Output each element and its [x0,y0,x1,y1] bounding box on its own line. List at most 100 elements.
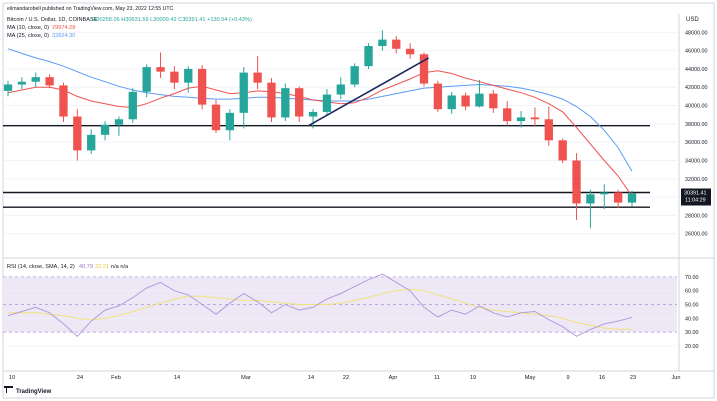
chart-legend: elimandarobell published on TradingView.… [7,6,252,270]
candle [59,82,68,123]
time-tick-label: 24 [77,375,83,381]
rsi-tick-label: 40.00 [685,316,699,322]
price-tick-label: 36000.00 [685,140,707,146]
candle-body [170,71,179,83]
time-tick-label: 14 [174,375,180,381]
price-tick-label: 42000.00 [685,85,707,91]
candle-body [600,192,609,195]
tv-logo-icon [4,386,13,393]
time-axis: 10 24 Feb 14 Mar 14 22 Apr 11 19 May 9 16 23 Jun [9,375,681,381]
rsi-tick-label: 30.00 [685,330,699,336]
candle-body [308,111,318,117]
ma10-value: 29974.28 [52,25,75,31]
candle [267,78,276,123]
candle-body [281,88,290,118]
candle [225,109,235,141]
time-tick-label: Feb [111,375,121,381]
candle-body [516,117,526,122]
tradingview-logo: TradingView [4,386,52,395]
ma25-label: MA (25, close, 0) [7,33,49,39]
candle [295,86,304,123]
time-tick-label: 22 [343,375,349,381]
time-tick-label: 19 [470,375,476,381]
candle-body [156,67,165,72]
candle-body [114,119,124,125]
candle [3,80,13,97]
candle [613,189,623,209]
price-tick-label: 28000.00 [685,213,707,219]
candlesticks [3,30,637,229]
candle-body [572,160,581,204]
candle-body [558,140,567,161]
rsi-label: RSI (14, close, SMA, 14, 2) [7,264,75,270]
candle-body [503,108,512,122]
rsi-tick-label: 50.00 [685,303,699,309]
candle [475,79,484,108]
candle-body [211,104,221,131]
candle-body [405,48,415,55]
time-tick-label: 16 [599,375,605,381]
price-tag-price: 30391.41 [684,190,706,196]
publisher-text: elimandarobell published on TradingView.… [7,6,174,12]
candle-body [336,84,345,95]
candle [31,72,40,88]
moving-averages [7,48,633,197]
ohlc-values: O30258.06 H30631.59 L30009.42 C30391.41 … [92,17,252,23]
candle [572,153,581,220]
candle [378,30,387,51]
trendline[interactable] [308,57,430,127]
rsi-tick-label: 20.00 [685,344,699,350]
candle [433,80,443,112]
candle [142,64,151,98]
candle [461,92,470,111]
candle-body [59,85,68,117]
currency-label: USD [686,17,699,23]
time-tick-label: 14 [308,375,314,381]
candle-body [530,117,540,120]
candle [392,35,401,54]
candle [281,83,290,122]
price-tick-label: 48000.00 [685,30,707,36]
candle-body [627,193,637,203]
rsi-grid [3,276,677,347]
time-tick-label: 9 [566,375,569,381]
rsi-extra: n/a n/a [111,264,129,270]
candle [253,56,262,90]
candle-body [239,72,248,113]
candle-body [461,95,470,107]
candle [87,129,96,155]
candle-body [100,124,110,135]
ma10-line [7,70,633,197]
candle [558,138,567,164]
candle-body [73,116,82,151]
candle-body [447,95,456,110]
candle [211,100,221,133]
price-tick-label: 34000.00 [685,158,707,164]
candle-body [322,94,332,112]
candle-body [364,46,373,67]
time-tick-label: 10 [9,375,15,381]
candle [405,43,415,59]
candle-body [225,112,235,131]
price-tick-label: 40000.00 [685,104,707,110]
candle [73,109,82,161]
time-tick-label: Apr [389,375,398,381]
time-tick-label: Mar [241,375,251,381]
candle-body [489,93,498,109]
price-tick-label: 32000.00 [685,177,707,183]
candle [100,121,110,141]
candle-body [350,66,359,85]
candle-body [419,54,429,84]
candle-body [253,72,262,83]
candle [627,190,637,207]
support-lines [3,124,650,208]
candle [308,109,318,129]
candle-body [544,119,553,141]
rsi-sma-value: 32.21 [95,264,109,270]
price-tick-label: 46000.00 [685,49,707,55]
candle-body [197,68,207,105]
candle [489,89,498,113]
